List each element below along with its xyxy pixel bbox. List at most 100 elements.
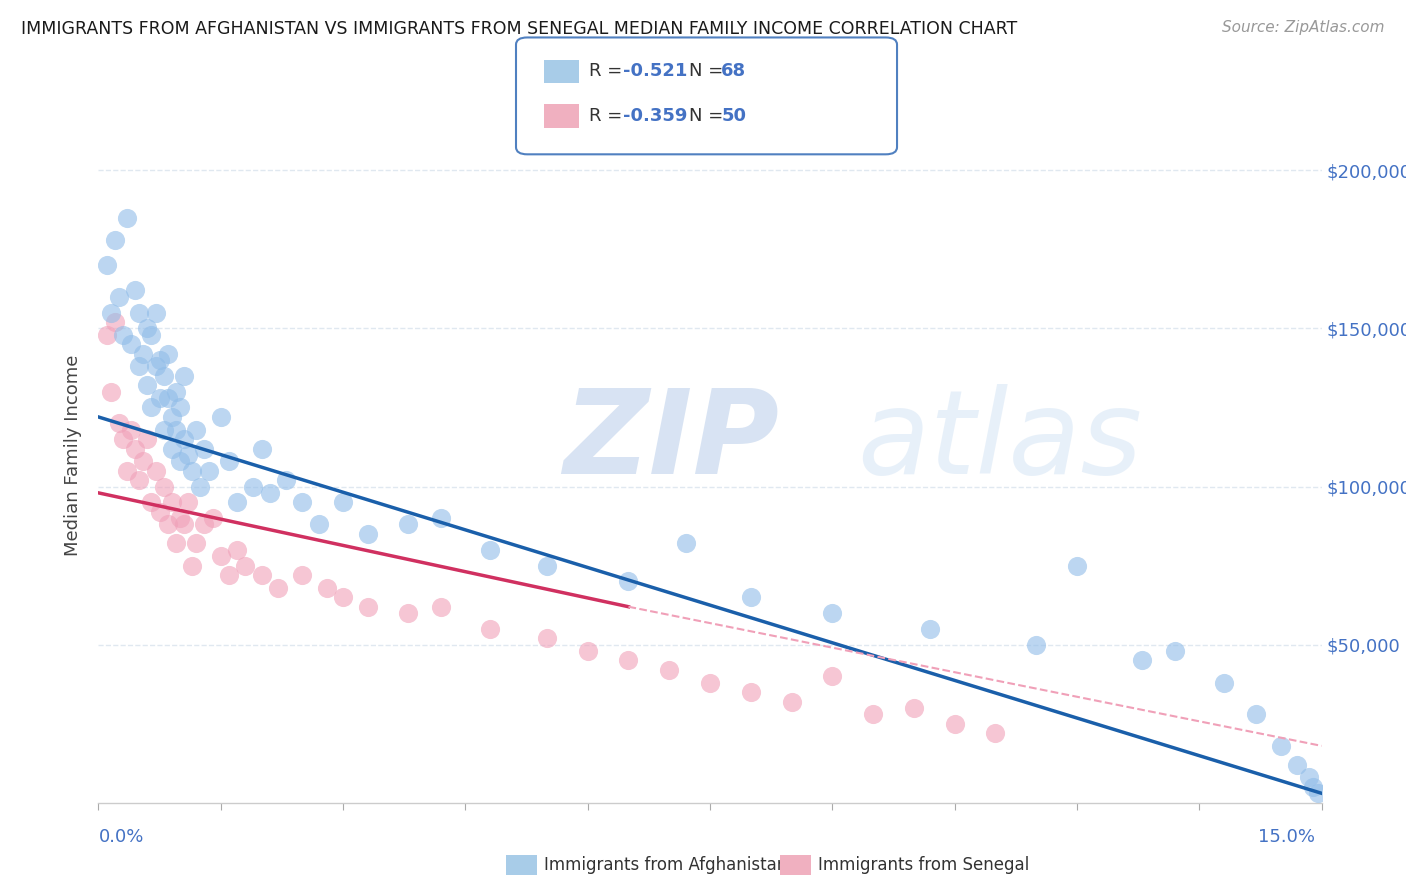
- Point: [111, 327, 134, 342]
- Point: [108, 290, 131, 304]
- Point: [699, 675, 721, 690]
- Text: -0.359: -0.359: [623, 107, 688, 125]
- Point: [100, 384, 122, 399]
- Point: [1130, 653, 1153, 667]
- Point: [308, 517, 330, 532]
- Point: [156, 347, 179, 361]
- Text: IMMIGRANTS FROM AFGHANISTAN VS IMMIGRANTS FROM SENEGAL MEDIAN FAMILY INCOME CORR: IMMIGRANTS FROM AFGHANISTAN VS IMMIGRANT…: [21, 20, 1018, 37]
- Point: [156, 517, 179, 532]
- Point: [226, 542, 249, 557]
- Point: [821, 669, 844, 683]
- Point: [658, 663, 681, 677]
- Y-axis label: Median Family Income: Median Family Income: [65, 354, 83, 556]
- Point: [821, 606, 844, 620]
- Point: [165, 423, 187, 437]
- Point: [1270, 739, 1292, 753]
- Text: N =: N =: [689, 107, 728, 125]
- Text: R =: R =: [589, 107, 628, 125]
- Point: [177, 448, 200, 462]
- Point: [862, 707, 884, 722]
- Text: 50: 50: [721, 107, 747, 125]
- Point: [173, 432, 195, 446]
- Point: [152, 423, 174, 437]
- Point: [186, 423, 208, 437]
- Point: [145, 359, 167, 374]
- Point: [233, 558, 256, 573]
- Point: [274, 473, 297, 487]
- Point: [115, 211, 138, 225]
- Point: [1246, 707, 1268, 722]
- Point: [149, 505, 172, 519]
- Point: [136, 321, 159, 335]
- Point: [111, 432, 134, 446]
- Point: [250, 442, 273, 456]
- Point: [780, 695, 803, 709]
- Point: [617, 653, 640, 667]
- Point: [169, 401, 191, 415]
- Point: [943, 716, 966, 731]
- Point: [145, 305, 167, 319]
- Point: [740, 685, 762, 699]
- Point: [218, 568, 240, 582]
- Point: [478, 542, 501, 557]
- Point: [193, 517, 215, 532]
- Point: [250, 568, 273, 582]
- Point: [169, 511, 191, 525]
- Text: ZIP: ZIP: [564, 384, 779, 499]
- Point: [145, 464, 167, 478]
- Point: [193, 442, 215, 456]
- Point: [181, 558, 204, 573]
- Point: [1286, 757, 1309, 772]
- Point: [576, 644, 599, 658]
- Point: [396, 606, 419, 620]
- Point: [141, 327, 163, 342]
- Point: [104, 233, 127, 247]
- Point: [160, 442, 183, 456]
- Point: [136, 378, 159, 392]
- Point: [132, 347, 155, 361]
- Point: [478, 622, 501, 636]
- Point: [1298, 771, 1320, 785]
- Point: [920, 622, 942, 636]
- Point: [132, 454, 155, 468]
- Text: 68: 68: [721, 62, 747, 80]
- Text: Source: ZipAtlas.com: Source: ZipAtlas.com: [1222, 20, 1385, 35]
- Point: [201, 511, 224, 525]
- Text: N =: N =: [689, 62, 728, 80]
- Point: [1025, 638, 1047, 652]
- Point: [141, 495, 163, 509]
- Point: [984, 726, 1007, 740]
- Point: [149, 353, 172, 368]
- Text: Immigrants from Senegal: Immigrants from Senegal: [818, 856, 1029, 874]
- Point: [291, 568, 314, 582]
- Point: [96, 258, 118, 272]
- Point: [169, 454, 191, 468]
- Point: [226, 495, 249, 509]
- Point: [332, 591, 354, 605]
- Point: [197, 464, 219, 478]
- Point: [160, 409, 183, 424]
- Point: [740, 591, 762, 605]
- Point: [124, 284, 146, 298]
- Point: [1164, 644, 1187, 658]
- Point: [100, 305, 122, 319]
- Point: [124, 442, 146, 456]
- Point: [430, 599, 453, 614]
- Point: [152, 479, 174, 493]
- Point: [181, 464, 204, 478]
- Text: R =: R =: [589, 62, 628, 80]
- Point: [149, 391, 172, 405]
- Point: [160, 495, 183, 509]
- Point: [120, 423, 142, 437]
- Point: [128, 359, 150, 374]
- Point: [356, 527, 378, 541]
- Point: [1066, 558, 1088, 573]
- Text: Immigrants from Afghanistan: Immigrants from Afghanistan: [544, 856, 787, 874]
- Point: [315, 581, 337, 595]
- Point: [430, 511, 453, 525]
- Point: [173, 368, 195, 383]
- Point: [356, 599, 378, 614]
- Point: [177, 495, 200, 509]
- Point: [1302, 780, 1324, 794]
- Point: [115, 464, 138, 478]
